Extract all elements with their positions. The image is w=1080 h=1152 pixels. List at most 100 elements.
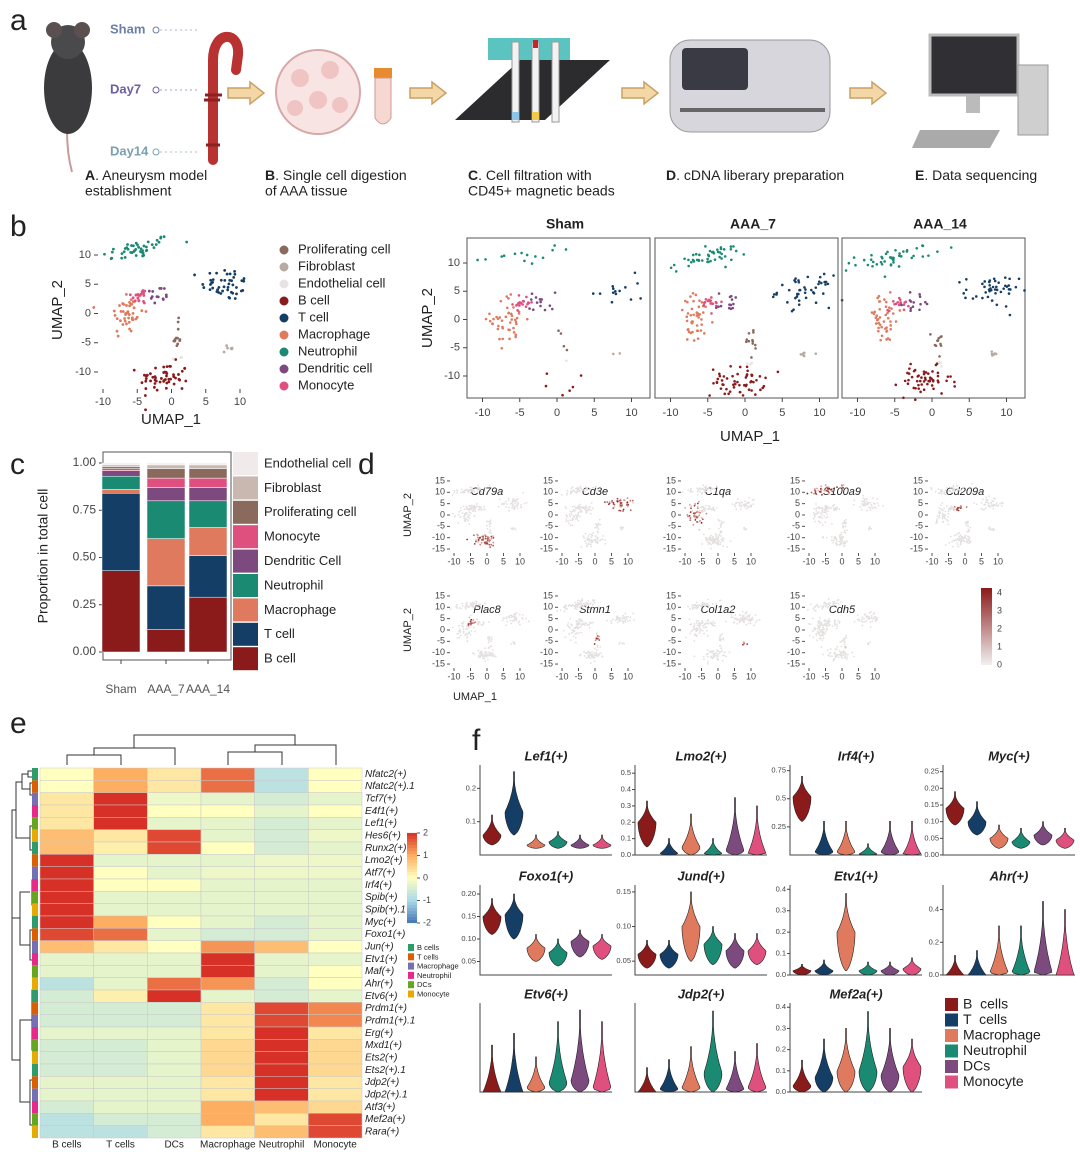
row-label: Myc(+): [365, 917, 396, 928]
umap-point: [704, 297, 708, 301]
violin: [814, 821, 834, 856]
umap-point: [875, 314, 879, 318]
umap-point: [134, 254, 138, 257]
umap-point: [878, 316, 882, 319]
legend-label: Neutrophil: [264, 577, 323, 592]
umap-point: [834, 620, 837, 623]
umap-point: [835, 508, 837, 511]
heatmap-cell: [147, 1002, 202, 1015]
umap-point: [487, 658, 489, 661]
step-text: . Single cell digestion: [275, 167, 407, 183]
umap-point: [606, 619, 608, 622]
umap-point: [165, 374, 168, 378]
umap-point: [935, 362, 939, 365]
umap-point: [697, 604, 700, 607]
umap-point: [988, 495, 991, 498]
umap-point: [720, 535, 723, 537]
umap-point: [475, 539, 477, 541]
row-label: Atf7(+): [364, 867, 395, 878]
heatmap-cell: [39, 1026, 94, 1040]
umap-point: [878, 323, 882, 327]
x-tick-label: 5: [609, 556, 614, 566]
umap-point: [944, 493, 947, 496]
heatmap-cell: [39, 866, 94, 880]
y-tick-label: 5: [918, 498, 923, 508]
umap-point: [781, 283, 784, 287]
umap-point: [518, 620, 521, 623]
y-tick-label: 0: [795, 509, 800, 519]
umap-point: [510, 318, 514, 321]
umap-point: [749, 622, 752, 625]
umap-point: [730, 258, 733, 262]
umap-point: [712, 381, 715, 385]
violin: [902, 1038, 922, 1093]
umap-point: [695, 511, 698, 514]
y-tick-label: 0.5: [776, 794, 786, 803]
umap-point: [709, 489, 712, 492]
umap-point: [615, 618, 618, 621]
umap-point: [575, 620, 578, 623]
umap-point: [730, 613, 733, 616]
split-title: AAA_7: [730, 216, 776, 232]
umap-point: [704, 245, 707, 248]
umap-point: [868, 612, 871, 614]
umap-point: [485, 651, 488, 654]
umap-point: [711, 508, 714, 511]
bar-segment: [146, 464, 186, 469]
x-tick-label: 0: [592, 556, 597, 566]
umap-point: [497, 505, 500, 508]
umap-point: [944, 510, 947, 513]
umap-point: [713, 509, 716, 512]
violin: [504, 771, 524, 836]
umap-point: [612, 501, 615, 504]
umap-point: [497, 324, 500, 328]
umap-point: [619, 526, 622, 529]
umap-point: [831, 655, 833, 658]
umap-point: [940, 365, 943, 368]
umap-point: [553, 244, 556, 247]
umap-point: [969, 526, 972, 529]
umap-point: [508, 321, 512, 324]
umap-point: [123, 256, 127, 259]
umap-point: [479, 543, 482, 546]
umap-point: [590, 536, 593, 538]
axis: [789, 765, 922, 856]
umap-point: [590, 539, 593, 541]
bar-segment: [146, 487, 186, 502]
umap-point: [545, 372, 549, 375]
umap-point: [821, 524, 824, 526]
legend-swatch: [408, 944, 414, 951]
umap-point: [738, 365, 742, 369]
umap-point: [491, 655, 494, 658]
umap-point: [115, 329, 119, 333]
umap-point: [939, 504, 942, 507]
legend-swatch: [279, 347, 289, 357]
umap-point: [947, 510, 950, 513]
y-tick-label: 0.00: [924, 850, 939, 859]
umap-point: [968, 542, 971, 545]
umap-point: [746, 501, 748, 504]
umap-point: [776, 370, 780, 374]
umap-point: [720, 252, 723, 256]
umap-point: [462, 505, 465, 508]
umap-point: [739, 617, 742, 620]
umap-point: [882, 504, 885, 507]
umap-point: [874, 322, 878, 325]
umap-point: [698, 626, 700, 629]
gene-title: Cd79a: [471, 486, 503, 498]
umap-point: [821, 493, 823, 496]
umap-point: [233, 272, 237, 276]
umap-point: [483, 505, 486, 508]
y-tick-label: -15: [540, 658, 553, 668]
umap-point: [698, 509, 701, 512]
row-annotation: [32, 977, 38, 990]
y-tick-label: -5: [915, 521, 923, 531]
umap-point: [153, 378, 157, 382]
umap-point: [514, 502, 517, 505]
bar-segment: [188, 555, 228, 598]
umap-point: [175, 344, 179, 348]
umap-point: [821, 517, 823, 519]
umap-point: [957, 506, 959, 509]
umap-point: [531, 308, 535, 312]
umap-point: [572, 603, 574, 606]
